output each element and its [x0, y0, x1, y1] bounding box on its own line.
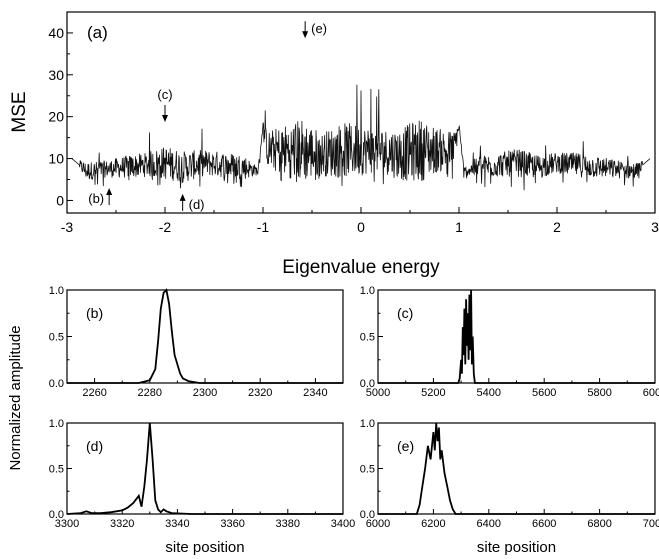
- x-tick-label: 2: [553, 219, 561, 235]
- panel-c: 5000520054005600580060000.00.51.0(c): [360, 285, 659, 399]
- amplitude-series-line: [67, 423, 343, 514]
- y-tick-label: 20: [48, 109, 64, 125]
- x-tick-label: 2320: [248, 387, 272, 399]
- y-tick-label: 0.5: [49, 464, 64, 476]
- panel-label: (a): [87, 23, 108, 42]
- annotation-arrowhead: [302, 31, 308, 38]
- panel-d: 3300 3320 3340 3360 3380 34000.00.51.0(d)site…: [49, 418, 356, 556]
- x-tick-label: 2340: [303, 387, 327, 399]
- y-tick-label: 0.0: [49, 378, 64, 390]
- x-tick-label: 3320: [110, 518, 134, 530]
- x-tick-label: 1: [455, 219, 463, 235]
- amplitude-series-line: [67, 290, 343, 383]
- y-tick-label: 0.5: [49, 332, 64, 344]
- panel-b: 2260 2280 2300 2320 2340 0.0 0.5 1.0 (b): [49, 285, 343, 399]
- panel-label: (c): [397, 305, 413, 321]
- panel-label: (d): [86, 438, 103, 454]
- x-axis-label: Eigenvalue energy: [282, 257, 440, 278]
- x-tick-label: 6400: [477, 518, 501, 530]
- plot-frame: [67, 290, 343, 383]
- y-tick-label: 1.0: [360, 418, 375, 430]
- x-tick-label: 3400: [331, 518, 355, 530]
- y-tick-label: 0.0: [360, 509, 375, 521]
- y-tick-label: 30: [48, 67, 64, 83]
- x-tick-label: 5800: [587, 387, 611, 399]
- x-tick-label: 3360: [220, 518, 244, 530]
- x-axis-label: site position: [477, 539, 556, 556]
- x-tick-label: 0: [357, 219, 365, 235]
- amplitude-series-line: [378, 423, 655, 514]
- x-tick-label: 3380: [276, 518, 300, 530]
- panel-e: 6000620064006600680070000.00.51.0(e)site…: [360, 418, 659, 556]
- amplitude-series-line: [378, 290, 655, 383]
- y-tick-label: 1.0: [49, 285, 64, 297]
- y-tick-label: 0.5: [360, 332, 375, 344]
- y-tick-label: 0.0: [360, 378, 375, 390]
- annotation-arrowhead: [106, 188, 112, 195]
- x-tick-label: 2300: [193, 387, 217, 399]
- y-tick-label: 1.0: [49, 418, 64, 430]
- x-tick-label: 5200: [421, 387, 445, 399]
- plot-frame: [378, 290, 655, 383]
- annotation-arrowhead: [162, 115, 168, 122]
- x-tick-label: -1: [257, 219, 270, 235]
- x-tick-label: 6600: [532, 518, 556, 530]
- shared-y-axis-label: Normalized amplitude: [7, 325, 24, 470]
- y-tick-label: 0.0: [49, 509, 64, 521]
- x-tick-label: 6000: [643, 387, 659, 399]
- x-tick-label: -2: [159, 219, 172, 235]
- annotation-label: (d): [189, 197, 205, 212]
- x-tick-label: 6800: [587, 518, 611, 530]
- x-tick-label: 2260: [82, 387, 106, 399]
- x-tick-label: 5400: [477, 387, 501, 399]
- x-axis-label: site position: [165, 539, 244, 556]
- annotation-label: (b): [88, 191, 104, 206]
- y-tick-label: 10: [48, 151, 64, 167]
- annotation-arrowhead: [180, 194, 186, 201]
- plot-frame: [67, 423, 343, 514]
- y-tick-label: 1.0: [360, 285, 375, 297]
- y-tick-label: 40: [48, 25, 64, 41]
- annotation-label: (c): [157, 87, 172, 102]
- panel-label: (e): [397, 438, 414, 454]
- panel-label: (b): [86, 305, 103, 321]
- x-tick-label: 3340: [165, 518, 189, 530]
- y-axis-label: MSE: [9, 91, 30, 132]
- x-tick-label: -3: [61, 219, 74, 235]
- x-tick-label: 2280: [138, 387, 162, 399]
- y-tick-label: 0.5: [360, 464, 375, 476]
- x-tick-label: 3: [651, 219, 659, 235]
- x-tick-label: 6200: [421, 518, 445, 530]
- annotation-label: (e): [311, 21, 327, 36]
- y-tick-label: 0: [56, 192, 64, 208]
- x-tick-label: 5600: [532, 387, 556, 399]
